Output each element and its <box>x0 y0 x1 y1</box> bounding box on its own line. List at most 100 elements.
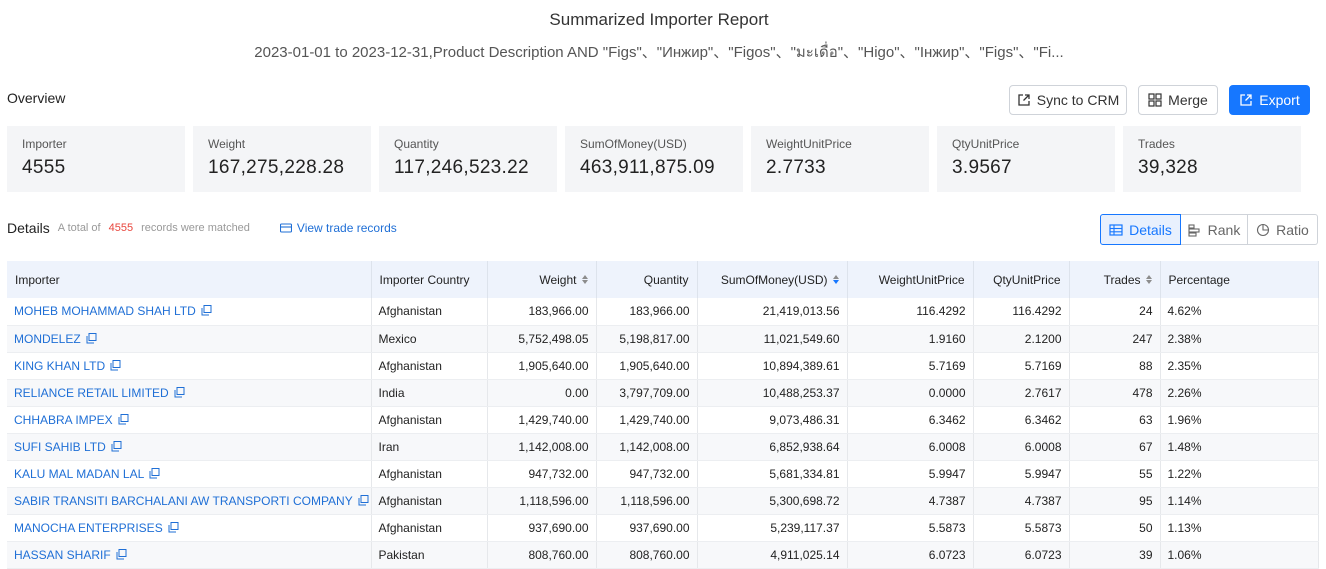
cell-importer: SABIR TRANSITI BARCHALANI AW TRANSPORTI … <box>7 487 372 515</box>
details-header: Details A total of 4555 records were mat… <box>7 220 397 236</box>
cell-sum-of-money: 6,852,938.64 <box>697 433 848 461</box>
cell-trades: 50 <box>1069 514 1161 542</box>
column-header-importer: Importer <box>7 261 372 298</box>
cell-weight-unit-price: 5.5873 <box>847 514 974 542</box>
tab-rank[interactable]: Rank <box>1181 214 1248 245</box>
cell-quantity: 1,429,740.00 <box>596 406 698 434</box>
copy-icon[interactable] <box>201 305 212 316</box>
cell-weight-unit-price: 6.3462 <box>847 406 974 434</box>
cell-weight-unit-price: 5.7169 <box>847 352 974 380</box>
cell-quantity: 5,198,817.00 <box>596 325 698 353</box>
importer-link[interactable]: RELIANCE RETAIL LIMITED <box>14 385 169 400</box>
table-header-row: Importer Importer Country Weight Quantit… <box>7 261 1319 298</box>
column-header-weight-label: Weight <box>539 272 577 287</box>
table-row: RELIANCE RETAIL LIMITED India 0.00 3,797,70… <box>7 379 1319 407</box>
cell-weight-unit-price: 0.0000 <box>847 379 974 407</box>
sync-to-crm-button[interactable]: Sync to CRM <box>1009 85 1127 115</box>
cell-qty-unit-price: 6.0008 <box>973 433 1070 461</box>
column-header-sum-of-money[interactable]: SumOfMoney(USD) <box>697 261 848 298</box>
importer-link[interactable]: SUFI SAHIB LTD <box>14 439 106 454</box>
tab-details-label: Details <box>1129 221 1172 238</box>
stat-value: 2.7733 <box>766 157 826 178</box>
cell-qty-unit-price: 6.0723 <box>973 541 1070 569</box>
cell-country: Afghanistan <box>371 514 488 542</box>
cell-quantity: 1,118,596.00 <box>596 487 698 515</box>
stat-card-importer: Importer 4555 <box>7 126 185 192</box>
cell-percentage: 1.14% <box>1160 487 1319 515</box>
cell-importer: HASSAN SHARIF <box>7 541 372 569</box>
card-icon <box>279 223 292 233</box>
cell-quantity: 3,797,709.00 <box>596 379 698 407</box>
cell-weight: 937,690.00 <box>487 514 597 542</box>
importer-link[interactable]: MONDELEZ <box>14 331 81 346</box>
cell-qty-unit-price: 4.7387 <box>973 487 1070 515</box>
copy-icon[interactable] <box>118 413 129 425</box>
copy-icon[interactable] <box>358 494 369 506</box>
importer-link[interactable]: MOHEB MOHAMMAD SHAH LTD <box>14 304 196 319</box>
view-trade-records-link[interactable]: View trade records <box>279 221 397 235</box>
cell-sum-of-money: 10,488,253.37 <box>697 379 848 407</box>
cell-percentage: 2.38% <box>1160 325 1319 353</box>
cell-percentage: 1.06% <box>1160 541 1319 569</box>
cell-weight: 808,760.00 <box>487 541 597 569</box>
importer-link[interactable]: KALU MAL MADAN LAL <box>14 466 145 481</box>
cell-weight: 0.00 <box>487 379 597 407</box>
importer-link[interactable]: MANOCHA ENTERPRISES <box>14 520 163 535</box>
cell-country: Afghanistan <box>371 487 488 515</box>
tab-details[interactable]: Details <box>1100 214 1181 245</box>
stat-card-quantity: Quantity 117,246,523.22 <box>379 126 557 192</box>
column-header-trades-label: Trades <box>1103 272 1141 287</box>
cell-country: Afghanistan <box>371 352 488 380</box>
sync-to-crm-label: Sync to CRM <box>1036 92 1120 108</box>
copy-icon[interactable] <box>116 548 127 560</box>
cell-quantity: 808,760.00 <box>596 541 698 569</box>
tab-rank-label: Rank <box>1207 221 1241 238</box>
copy-icon[interactable] <box>149 467 160 479</box>
cell-trades: 39 <box>1069 541 1161 569</box>
column-header-percentage: Percentage <box>1160 261 1319 298</box>
column-header-weight[interactable]: Weight <box>487 261 597 298</box>
export-label: Export <box>1259 92 1300 108</box>
merge-label: Merge <box>1168 92 1208 108</box>
table-row: HASSAN SHARIF Pakistan 808,760.00 808,760.0… <box>7 541 1319 569</box>
cell-weight: 1,429,740.00 <box>487 406 597 434</box>
column-header-trades[interactable]: Trades <box>1069 261 1161 298</box>
importer-link[interactable]: SABIR TRANSITI BARCHALANI AW TRANSPORTI … <box>14 493 353 508</box>
cell-sum-of-money: 5,300,698.72 <box>697 487 848 515</box>
copy-icon[interactable] <box>111 440 122 452</box>
cell-weight: 1,118,596.00 <box>487 487 597 515</box>
cell-percentage: 4.62% <box>1160 298 1319 326</box>
stat-label: Importer <box>22 137 67 151</box>
cell-trades: 247 <box>1069 325 1161 353</box>
importer-link[interactable]: KING KHAN LTD <box>14 358 106 373</box>
importer-link[interactable]: CHHABRA IMPEX <box>14 412 113 427</box>
copy-icon[interactable] <box>168 521 179 533</box>
column-header-weight-unit-price: WeightUnitPrice <box>847 261 974 298</box>
cell-trades: 55 <box>1069 460 1161 488</box>
merge-icon <box>1148 93 1162 107</box>
importer-link[interactable]: HASSAN SHARIF <box>14 547 111 562</box>
copy-icon[interactable] <box>86 332 97 344</box>
cell-sum-of-money: 4,911,025.14 <box>697 541 848 569</box>
cell-weight: 1,142,008.00 <box>487 433 597 461</box>
cell-weight: 183,966.00 <box>487 298 597 326</box>
cell-sum-of-money: 5,681,334.81 <box>697 460 848 488</box>
cell-qty-unit-price: 2.1200 <box>973 325 1070 353</box>
cell-country: Afghanistan <box>371 298 488 326</box>
stat-card-weight-unit-price: WeightUnitPrice 2.7733 <box>751 126 929 192</box>
stat-value: 4555 <box>22 157 66 178</box>
cell-weight-unit-price: 4.7387 <box>847 487 974 515</box>
copy-icon[interactable] <box>110 359 121 371</box>
cell-trades: 88 <box>1069 352 1161 380</box>
cell-quantity: 183,966.00 <box>596 298 698 326</box>
external-link-icon <box>1018 94 1030 106</box>
stat-label: SumOfMoney(USD) <box>580 137 687 151</box>
table-row: SABIR TRANSITI BARCHALANI AW TRANSPORTI … <box>7 487 1319 515</box>
rank-icon <box>1188 223 1200 237</box>
tab-ratio[interactable]: Ratio <box>1248 214 1318 245</box>
export-button[interactable]: Export <box>1229 85 1310 115</box>
report-title: Summarized Importer Report <box>549 10 769 29</box>
cell-importer: RELIANCE RETAIL LIMITED <box>7 379 372 407</box>
copy-icon[interactable] <box>174 386 185 398</box>
merge-button[interactable]: Merge <box>1138 85 1218 115</box>
